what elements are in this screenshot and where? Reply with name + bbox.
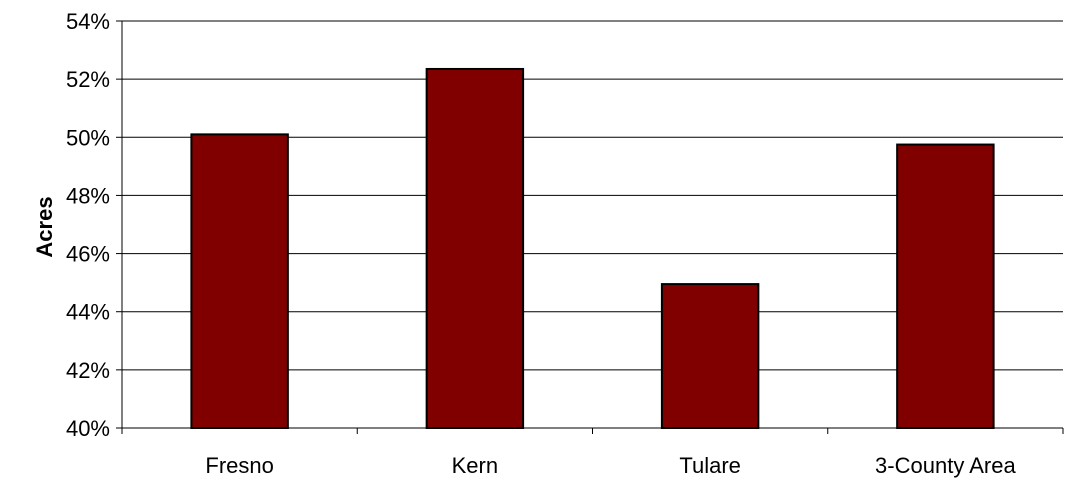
y-tick-label: 48% xyxy=(66,183,110,208)
axes xyxy=(116,20,1064,434)
y-tick-label: 44% xyxy=(66,300,110,325)
y-tick-label: 54% xyxy=(66,9,110,34)
x-tick-label: Fresno xyxy=(205,453,273,478)
y-axis-title: Acres xyxy=(32,196,57,257)
bar xyxy=(190,133,289,429)
bar xyxy=(660,283,760,429)
y-tick-label: 42% xyxy=(66,358,110,383)
y-tick-label: 40% xyxy=(66,416,110,441)
x-tick-label: Kern xyxy=(452,453,498,478)
x-tick-label: Tulare xyxy=(679,453,741,478)
bars xyxy=(190,67,995,430)
x-tick-labels: Fresno Kern Tulare 3-County Area xyxy=(205,453,1016,478)
y-tick-label: 50% xyxy=(66,125,110,150)
x-tick-label: 3-County Area xyxy=(875,453,1016,478)
y-tick-label: 52% xyxy=(66,67,110,92)
y-tick-labels: 40% 42% 44% 46% 48% 50% 52% 54% xyxy=(66,9,110,441)
bar xyxy=(425,67,525,429)
bar xyxy=(896,143,995,430)
y-tick-label: 46% xyxy=(66,242,110,267)
